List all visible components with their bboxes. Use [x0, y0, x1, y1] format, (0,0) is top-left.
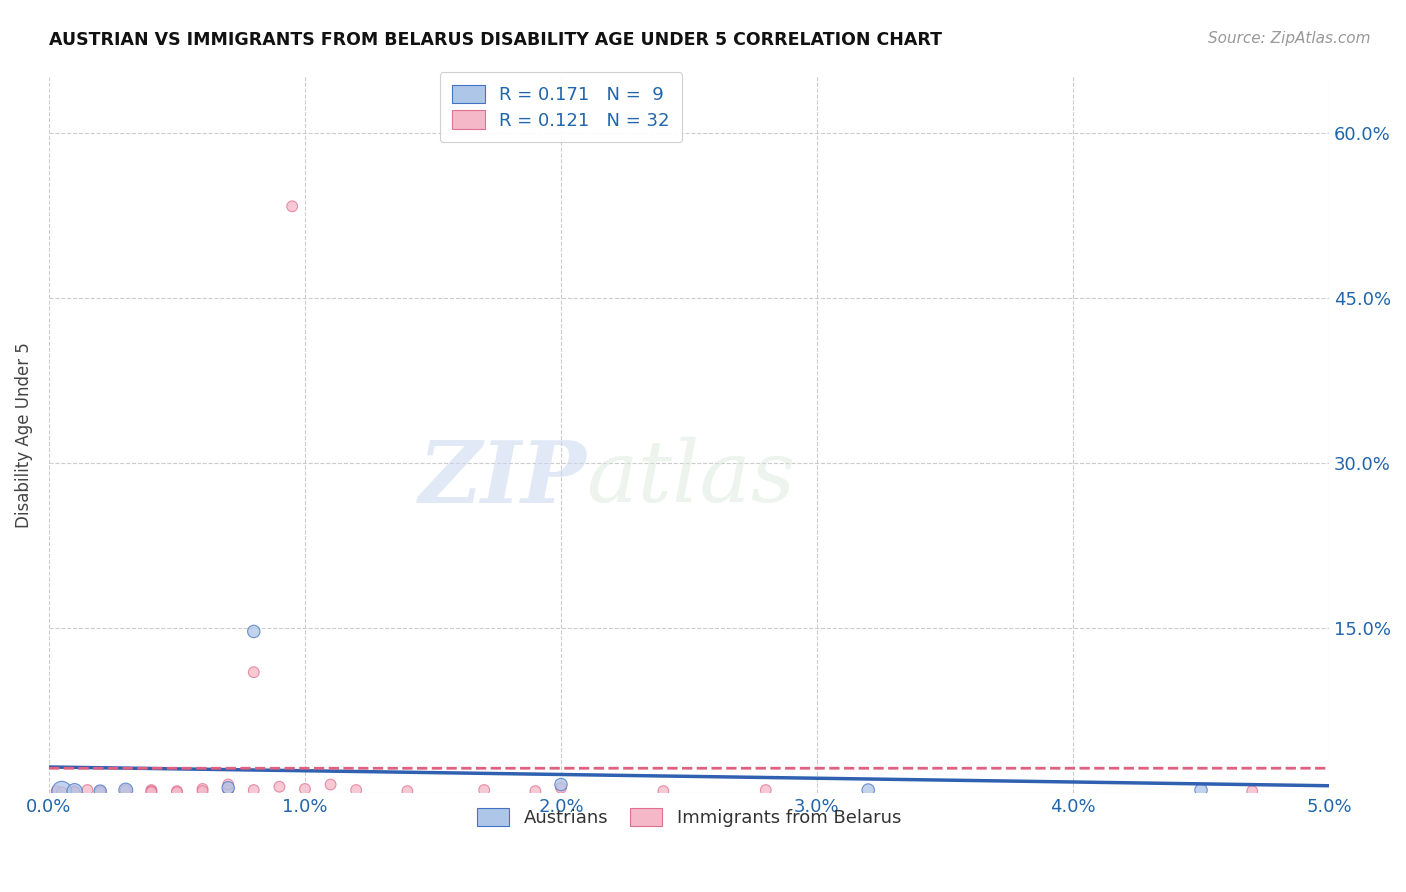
- Point: [191, 781, 214, 796]
- Point: [89, 784, 111, 798]
- Point: [281, 199, 304, 213]
- Point: [51, 785, 73, 799]
- Text: atlas: atlas: [586, 437, 796, 520]
- Y-axis label: Disability Age Under 5: Disability Age Under 5: [15, 343, 32, 528]
- Point: [51, 784, 73, 798]
- Point: [472, 783, 495, 797]
- Point: [550, 778, 572, 792]
- Point: [344, 783, 367, 797]
- Point: [217, 780, 239, 795]
- Text: ZIP: ZIP: [419, 436, 586, 520]
- Point: [76, 783, 98, 797]
- Point: [242, 665, 264, 680]
- Point: [89, 785, 111, 799]
- Point: [319, 778, 342, 792]
- Point: [63, 784, 86, 798]
- Point: [63, 784, 86, 798]
- Point: [1189, 783, 1212, 797]
- Point: [396, 784, 419, 798]
- Point: [294, 781, 316, 796]
- Point: [217, 778, 239, 792]
- Text: AUSTRIAN VS IMMIGRANTS FROM BELARUS DISABILITY AGE UNDER 5 CORRELATION CHART: AUSTRIAN VS IMMIGRANTS FROM BELARUS DISA…: [49, 31, 942, 49]
- Point: [114, 784, 136, 798]
- Point: [114, 783, 136, 797]
- Point: [45, 784, 67, 798]
- Point: [1241, 784, 1264, 798]
- Point: [269, 780, 291, 794]
- Point: [191, 784, 214, 798]
- Point: [524, 784, 547, 798]
- Point: [242, 783, 264, 797]
- Point: [114, 783, 136, 797]
- Text: Source: ZipAtlas.com: Source: ZipAtlas.com: [1208, 31, 1371, 46]
- Legend: Austrians, Immigrants from Belarus: Austrians, Immigrants from Belarus: [470, 801, 908, 834]
- Point: [89, 784, 111, 798]
- Point: [856, 783, 879, 797]
- Point: [652, 784, 675, 798]
- Point: [217, 783, 239, 797]
- Point: [166, 784, 188, 798]
- Point: [242, 624, 264, 639]
- Point: [166, 785, 188, 799]
- Point: [141, 784, 163, 798]
- Point: [755, 783, 778, 797]
- Point: [550, 780, 572, 795]
- Point: [141, 785, 163, 799]
- Point: [63, 785, 86, 799]
- Point: [141, 783, 163, 797]
